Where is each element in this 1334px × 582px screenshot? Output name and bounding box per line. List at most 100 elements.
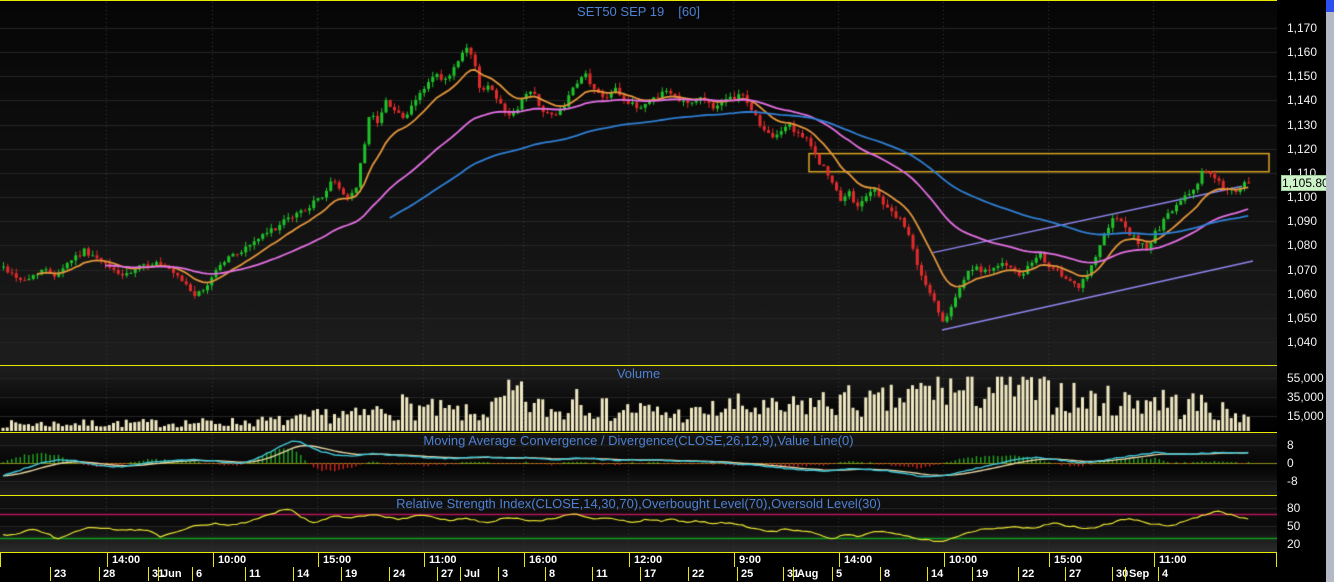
price-axis-label: 1,140 [1287, 93, 1318, 108]
time-label: 11:00 [1159, 554, 1187, 566]
date-axis: 232831Jun61114192427Jul381117222531Aug58… [0, 567, 1277, 582]
date-tick [158, 567, 159, 581]
date-label: 8 [549, 568, 556, 580]
time-tick [629, 553, 630, 567]
date-label: 5 [836, 568, 843, 580]
date-tick [389, 567, 390, 581]
time-tick [839, 553, 840, 567]
date-label: 17 [644, 568, 657, 580]
date-label: 23 [54, 568, 67, 580]
time-tick [944, 553, 945, 567]
date-label: 11 [249, 568, 261, 580]
date-tick [545, 567, 546, 581]
price-axis-label: 1,160 [1287, 45, 1318, 60]
scrollbar-top-button[interactable] [1326, 0, 1334, 12]
time-label: 10:00 [949, 554, 978, 566]
date-label: 27 [1069, 568, 1082, 580]
date-label: 25 [741, 568, 754, 580]
date-tick [1018, 567, 1019, 581]
date-tick [1158, 567, 1159, 581]
date-label: 22 [1022, 568, 1035, 580]
date-tick [148, 567, 149, 581]
time-label: 11:00 [429, 554, 457, 566]
date-tick [688, 567, 689, 581]
time-tick [1049, 553, 1050, 567]
date-tick [245, 567, 246, 581]
panel-separator [0, 432, 1277, 433]
panel-separator [0, 495, 1277, 496]
date-label: 4 [1162, 568, 1169, 580]
price-axis-label: 1,050 [1287, 310, 1318, 325]
date-tick [192, 567, 193, 581]
date-tick [460, 567, 461, 581]
date-label: Jul [464, 568, 480, 580]
panel-separator [0, 365, 1277, 366]
last-price-tag: 1,105.80 [1281, 175, 1329, 192]
date-tick [927, 567, 928, 581]
price-axis-label: 1,090 [1287, 214, 1318, 229]
date-tick [437, 567, 438, 581]
price-axis-label: 1,150 [1287, 69, 1318, 84]
time-label: 9:00 [739, 554, 762, 566]
price-axis-label: 1,070 [1287, 262, 1318, 277]
date-label: 22 [692, 568, 705, 580]
date-tick [498, 567, 499, 581]
price-axis-label: 1,060 [1287, 286, 1318, 301]
date-tick [640, 567, 641, 581]
date-label: 8 [884, 568, 891, 580]
date-tick [50, 567, 51, 581]
date-label: Sep [1129, 568, 1150, 580]
date-tick [341, 567, 342, 581]
price-axis: 1,105.80 1,170 1,160 1,150 1,140 1,130 1,120 1… [1277, 0, 1329, 582]
date-label: 27 [441, 568, 454, 580]
date-label: 6 [196, 568, 203, 580]
date-tick [1112, 567, 1113, 581]
date-label: 30 [1116, 568, 1129, 580]
date-label: 14 [297, 568, 310, 580]
rsi-axis-label: 80 [1287, 501, 1301, 515]
time-tick [424, 553, 425, 567]
volume-axis-label: 55,000 [1287, 370, 1324, 385]
date-tick [832, 567, 833, 581]
time-tick [734, 553, 735, 567]
date-label: Aug [797, 568, 819, 580]
date-tick [737, 567, 738, 581]
time-label: 12:00 [634, 554, 663, 566]
date-label: 14 [931, 568, 944, 580]
price-axis-label: 1,120 [1287, 141, 1318, 156]
date-tick [592, 567, 593, 581]
rsi-axis-label: 50 [1287, 519, 1301, 533]
price-axis-label: 1,040 [1287, 335, 1318, 349]
time-tick [213, 553, 214, 567]
date-label: 28 [103, 568, 116, 580]
price-axis-label: 1,080 [1287, 238, 1318, 253]
date-tick [972, 567, 973, 581]
time-tick [524, 553, 525, 567]
price-axis-label: 1,170 [1287, 21, 1318, 35]
date-label: 19 [345, 568, 358, 580]
vertical-scrollbar[interactable] [1326, 0, 1334, 582]
date-label: 11 [596, 568, 608, 580]
time-label: 15:00 [323, 554, 352, 566]
date-tick [783, 567, 784, 581]
window-top-border [0, 0, 1326, 1]
volume-axis-label: 35,000 [1287, 390, 1324, 405]
macd-axis-label: -8 [1287, 474, 1298, 488]
date-label: 24 [393, 568, 406, 580]
time-axis: 14:00 10:00 15:00 11:00 16:00 12:00 9:00 14:00 1… [0, 552, 1277, 568]
time-tick [107, 553, 108, 567]
time-label: 10:00 [218, 554, 247, 566]
rsi-axis-label: 20 [1287, 537, 1301, 551]
time-label: 16:00 [529, 554, 558, 566]
price-axis-label: 1,100 [1287, 190, 1318, 205]
time-tick [1154, 553, 1155, 567]
date-label: 19 [976, 568, 989, 580]
time-label: 15:00 [1054, 554, 1083, 566]
macd-axis-label: 8 [1287, 438, 1294, 452]
time-label: 14:00 [112, 554, 141, 566]
time-label: 14:00 [844, 554, 873, 566]
date-tick [1065, 567, 1066, 581]
date-tick [1125, 567, 1126, 581]
